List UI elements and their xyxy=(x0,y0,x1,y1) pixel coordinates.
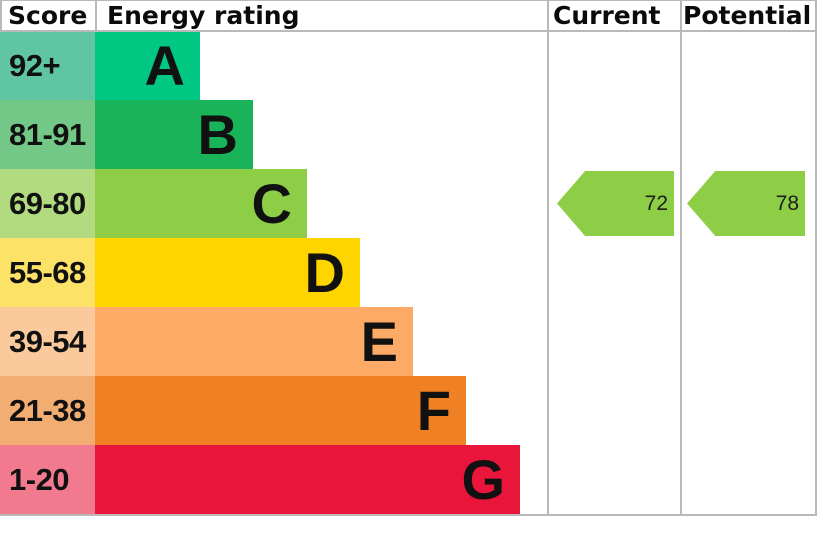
score-range-g: 1-20 xyxy=(0,445,95,514)
score-column-divider xyxy=(95,0,97,31)
potential-rating-value: 78 xyxy=(775,191,799,215)
table-right-border xyxy=(815,0,817,514)
table-bottom-border xyxy=(0,514,817,516)
band-row-c: 69-80 C xyxy=(0,169,820,238)
band-bar-c: C xyxy=(95,169,307,238)
band-row-d: 55-68 D xyxy=(0,238,820,307)
band-row-b: 81-91 B xyxy=(0,100,820,169)
band-bar-d: D xyxy=(95,238,360,307)
band-bar-a: A xyxy=(95,31,200,100)
score-range-e: 39-54 xyxy=(0,307,95,376)
band-row-a: 92+ A xyxy=(0,31,820,100)
score-range-c: 69-80 xyxy=(0,169,95,238)
table-left-border xyxy=(0,0,2,31)
score-range-d: 55-68 xyxy=(0,238,95,307)
column-divider-1 xyxy=(547,0,549,514)
band-bar-g: G xyxy=(95,445,520,514)
table-top-border xyxy=(0,0,817,1)
band-bar-f: F xyxy=(95,376,466,445)
current-rating-arrow: 72 xyxy=(557,171,674,236)
score-range-a: 92+ xyxy=(0,31,95,100)
band-bar-b: B xyxy=(95,100,253,169)
column-divider-2 xyxy=(680,0,682,514)
header-current: Current xyxy=(553,1,661,30)
band-row-g: 1-20 G xyxy=(0,445,820,514)
header-energy-rating: Energy rating xyxy=(107,1,300,30)
band-row-f: 21-38 F xyxy=(0,376,820,445)
band-row-e: 39-54 E xyxy=(0,307,820,376)
current-rating-value: 72 xyxy=(644,191,668,215)
score-range-f: 21-38 xyxy=(0,376,95,445)
band-bar-e: E xyxy=(95,307,413,376)
potential-rating-arrow: 78 xyxy=(687,171,805,236)
header-potential: Potential xyxy=(683,1,812,30)
score-range-b: 81-91 xyxy=(0,100,95,169)
header-score: Score xyxy=(8,1,88,30)
header-divider-line xyxy=(0,30,817,32)
